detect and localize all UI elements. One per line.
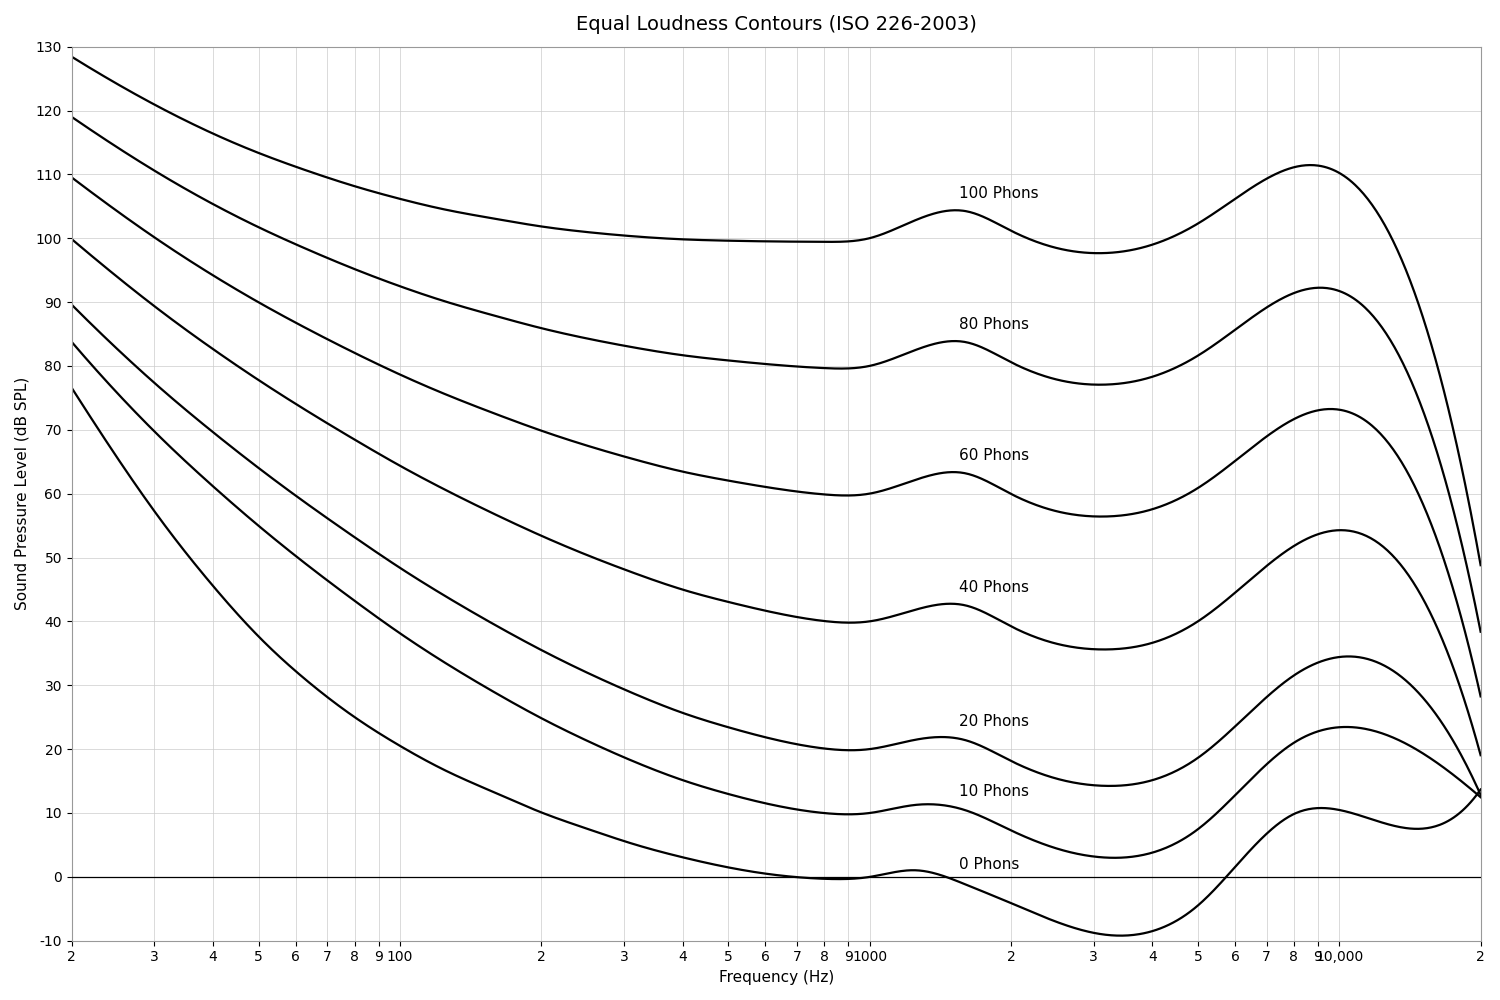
X-axis label: Frequency (Hz): Frequency (Hz) <box>718 970 834 985</box>
Title: Equal Loudness Contours (ISO 226-2003): Equal Loudness Contours (ISO 226-2003) <box>576 15 976 34</box>
Text: 60 Phons: 60 Phons <box>958 448 1029 463</box>
Text: 20 Phons: 20 Phons <box>958 714 1029 729</box>
Text: 80 Phons: 80 Phons <box>958 317 1029 332</box>
Y-axis label: Sound Pressure Level (dB SPL): Sound Pressure Level (dB SPL) <box>15 377 30 610</box>
Text: 40 Phons: 40 Phons <box>958 580 1029 595</box>
Text: 0 Phons: 0 Phons <box>958 857 1020 872</box>
Text: 10 Phons: 10 Phons <box>958 784 1029 799</box>
Text: 100 Phons: 100 Phons <box>958 186 1038 201</box>
